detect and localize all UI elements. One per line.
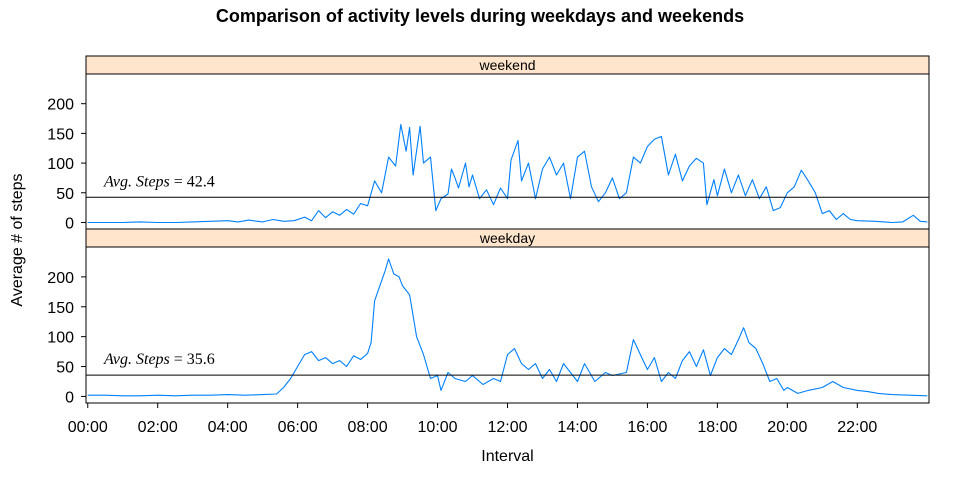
- x-tick-label: 08:00: [348, 419, 388, 436]
- x-tick-label: 02:00: [138, 419, 178, 436]
- y-tick-label: 150: [47, 126, 74, 143]
- x-tick-label: 20:00: [767, 419, 807, 436]
- y-tick-label: 50: [56, 360, 74, 377]
- series-line-weekend: [87, 123, 928, 224]
- x-tick-label: 10:00: [418, 419, 458, 436]
- panel-frame-weekday: [85, 246, 930, 404]
- x-tick-label: 06:00: [278, 419, 318, 436]
- x-tick-label: 16:00: [627, 419, 667, 436]
- panel-frame-weekend: [85, 73, 930, 230]
- panel-strip-label-weekday: weekday: [479, 230, 535, 246]
- x-tick-label: 12:00: [487, 419, 527, 436]
- y-tick-label: 200: [47, 270, 74, 287]
- x-axis-label: Interval: [481, 448, 534, 465]
- x-tick-label: 18:00: [697, 419, 737, 436]
- chart-title: Comparison of activity levels during wee…: [215, 6, 745, 26]
- y-tick-label: 0: [65, 389, 74, 406]
- x-tick-label: 04:00: [208, 419, 248, 436]
- panel-strip-label-weekend: weekend: [478, 57, 535, 73]
- y-tick-label: 100: [47, 156, 74, 173]
- y-tick-label: 200: [47, 97, 74, 114]
- x-tick-label: 00:00: [68, 419, 108, 436]
- x-tick-label: 22:00: [837, 419, 877, 436]
- mean-annotation-weekend: Avg. Steps = 42.4: [103, 173, 215, 190]
- x-tick-label: 14:00: [557, 419, 597, 436]
- series-line-weekday: [87, 258, 928, 397]
- y-tick-label: 50: [56, 186, 74, 203]
- y-tick-label: 100: [47, 330, 74, 347]
- y-tick-label: 0: [65, 215, 74, 232]
- y-tick-label: 150: [47, 300, 74, 317]
- mean-annotation-weekday: Avg. Steps = 35.6: [103, 351, 215, 368]
